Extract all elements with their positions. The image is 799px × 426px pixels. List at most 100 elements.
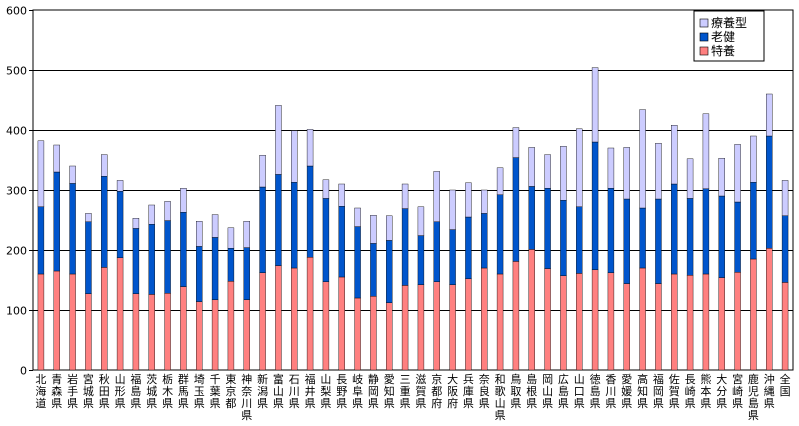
bar-segment bbox=[576, 128, 583, 208]
x-tick-label: 宮崎県 bbox=[732, 372, 743, 410]
bar-segment bbox=[639, 267, 646, 371]
x-tick-label: 鳥取県 bbox=[510, 372, 521, 410]
bar-segment bbox=[148, 223, 155, 295]
legend-label: 特養 bbox=[711, 43, 735, 58]
bar-segment bbox=[686, 198, 694, 276]
x-tick-label: 広島県 bbox=[558, 373, 569, 410]
bar-segment bbox=[544, 268, 551, 371]
bar-segment bbox=[718, 157, 725, 197]
bar-segment bbox=[338, 205, 345, 278]
bar-segment bbox=[766, 93, 773, 137]
bar-segment bbox=[148, 294, 155, 371]
x-tick-label: 山形県 bbox=[115, 373, 126, 410]
bar-segment bbox=[164, 220, 171, 294]
bars bbox=[37, 67, 789, 371]
x-tick-label: 長野県 bbox=[336, 373, 347, 410]
x-tick-label: 奈良県 bbox=[479, 372, 490, 410]
bar-segment bbox=[227, 247, 235, 282]
bar-segment bbox=[291, 181, 298, 269]
bar-segment bbox=[465, 182, 472, 218]
legend-label: 療養型 bbox=[711, 15, 747, 30]
bar-segment bbox=[449, 284, 456, 371]
bar-segment bbox=[306, 129, 314, 167]
x-tick-label: 鹿児島県 bbox=[748, 372, 759, 422]
bar-segment bbox=[37, 206, 45, 275]
bar-segment bbox=[655, 142, 662, 200]
x-tick-label: 静岡県 bbox=[368, 372, 379, 410]
bar-segment bbox=[671, 273, 678, 371]
x-tick-label: 岩手県 bbox=[67, 372, 78, 410]
bar-segment bbox=[449, 189, 456, 230]
x-tick-label: 熊本県 bbox=[700, 372, 711, 410]
bar-segment bbox=[196, 301, 203, 371]
x-tick-label: 香川県 bbox=[605, 373, 616, 410]
bar-segment bbox=[322, 198, 330, 282]
bar-segment bbox=[164, 201, 171, 221]
bar-segment bbox=[211, 237, 219, 300]
bar-segment bbox=[85, 221, 92, 295]
x-tick-label: 長崎県 bbox=[685, 373, 696, 410]
bar-segment bbox=[544, 187, 551, 269]
bar-segment bbox=[718, 277, 725, 371]
bar-segment bbox=[560, 145, 567, 201]
bar-segment bbox=[148, 204, 155, 225]
bar-segment bbox=[37, 140, 45, 208]
bar-segment bbox=[291, 130, 298, 183]
x-tick-label: 茨城県 bbox=[146, 372, 157, 410]
bar-segment bbox=[655, 198, 662, 284]
y-tick-label: 100 bbox=[6, 305, 27, 318]
y-tick-label: 600 bbox=[6, 5, 27, 18]
bar-segment bbox=[211, 299, 219, 371]
bar-segment bbox=[528, 249, 535, 371]
bar-segment bbox=[734, 272, 741, 371]
bar-segment bbox=[196, 220, 203, 247]
bar-segment bbox=[465, 216, 472, 279]
bar-segment bbox=[607, 147, 615, 189]
bar-segment bbox=[560, 275, 567, 371]
x-tick-label: 和歌山県 bbox=[495, 373, 506, 422]
bar-segment bbox=[702, 113, 710, 190]
gridlines bbox=[32, 9, 794, 371]
bar-segment bbox=[275, 174, 282, 266]
bar-segment bbox=[433, 221, 440, 283]
bar-segment bbox=[322, 179, 330, 199]
bar-segment bbox=[512, 157, 520, 262]
x-tick-label: 京都府 bbox=[431, 372, 442, 410]
bar-segment bbox=[338, 276, 345, 371]
bar-segment bbox=[386, 215, 393, 241]
bar-segment bbox=[496, 273, 504, 371]
bar-segment bbox=[639, 109, 646, 209]
y-tick-label: 0 bbox=[20, 365, 27, 378]
x-tick-label: 全国 bbox=[780, 372, 791, 398]
x-tick-label: 愛知県 bbox=[384, 373, 395, 410]
bar-segment bbox=[449, 229, 456, 286]
bar-segment bbox=[370, 243, 377, 297]
bar-segment bbox=[781, 282, 789, 371]
bar-segment bbox=[164, 293, 171, 371]
bar-segment bbox=[322, 281, 330, 371]
bar-segment bbox=[259, 272, 266, 371]
bar-segment bbox=[211, 214, 219, 238]
bar-segment bbox=[53, 270, 60, 371]
x-tick-label: 群馬県 bbox=[178, 372, 189, 410]
legend-swatch bbox=[699, 18, 709, 28]
bar-segment bbox=[243, 299, 250, 371]
x-tick-label: 沖縄県 bbox=[764, 373, 775, 410]
bar-segment bbox=[132, 293, 140, 371]
x-tick-label: 秋田県 bbox=[99, 372, 110, 410]
bar-segment bbox=[623, 147, 630, 200]
x-tick-label: 山梨県 bbox=[320, 373, 331, 410]
bar-segment bbox=[370, 296, 377, 371]
legend-label: 老健 bbox=[711, 30, 735, 44]
bar-segment bbox=[496, 194, 504, 275]
bar-segment bbox=[354, 207, 361, 227]
x-tick-label: 福島県 bbox=[130, 372, 141, 410]
bar-segment bbox=[417, 284, 425, 371]
bar-segment bbox=[101, 267, 108, 371]
x-tick-label: 宮城県 bbox=[83, 372, 94, 410]
bar-segment bbox=[544, 154, 551, 189]
bar-segment bbox=[243, 247, 250, 301]
bar-segment bbox=[259, 154, 266, 188]
bar-segment bbox=[180, 187, 187, 213]
